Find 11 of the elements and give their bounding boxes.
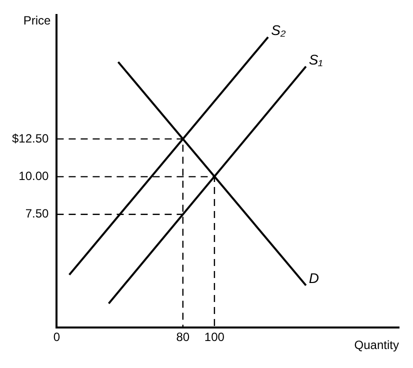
y-axis-title: Price <box>23 14 52 28</box>
series-label: D <box>308 270 320 286</box>
y-tick-label: 10.00 <box>18 168 50 183</box>
x-tick-label: 80 <box>176 330 190 344</box>
y-tick-label: 7.50 <box>25 206 50 221</box>
y-tick-label: $12.50 <box>12 131 50 146</box>
x-axis-title: Quantity <box>354 338 399 352</box>
series-label: S₂ <box>271 22 286 38</box>
x-tick-label: 0 <box>53 330 60 344</box>
x-tick-label: 100 <box>204 330 225 344</box>
series-label: S₁ <box>308 51 324 68</box>
